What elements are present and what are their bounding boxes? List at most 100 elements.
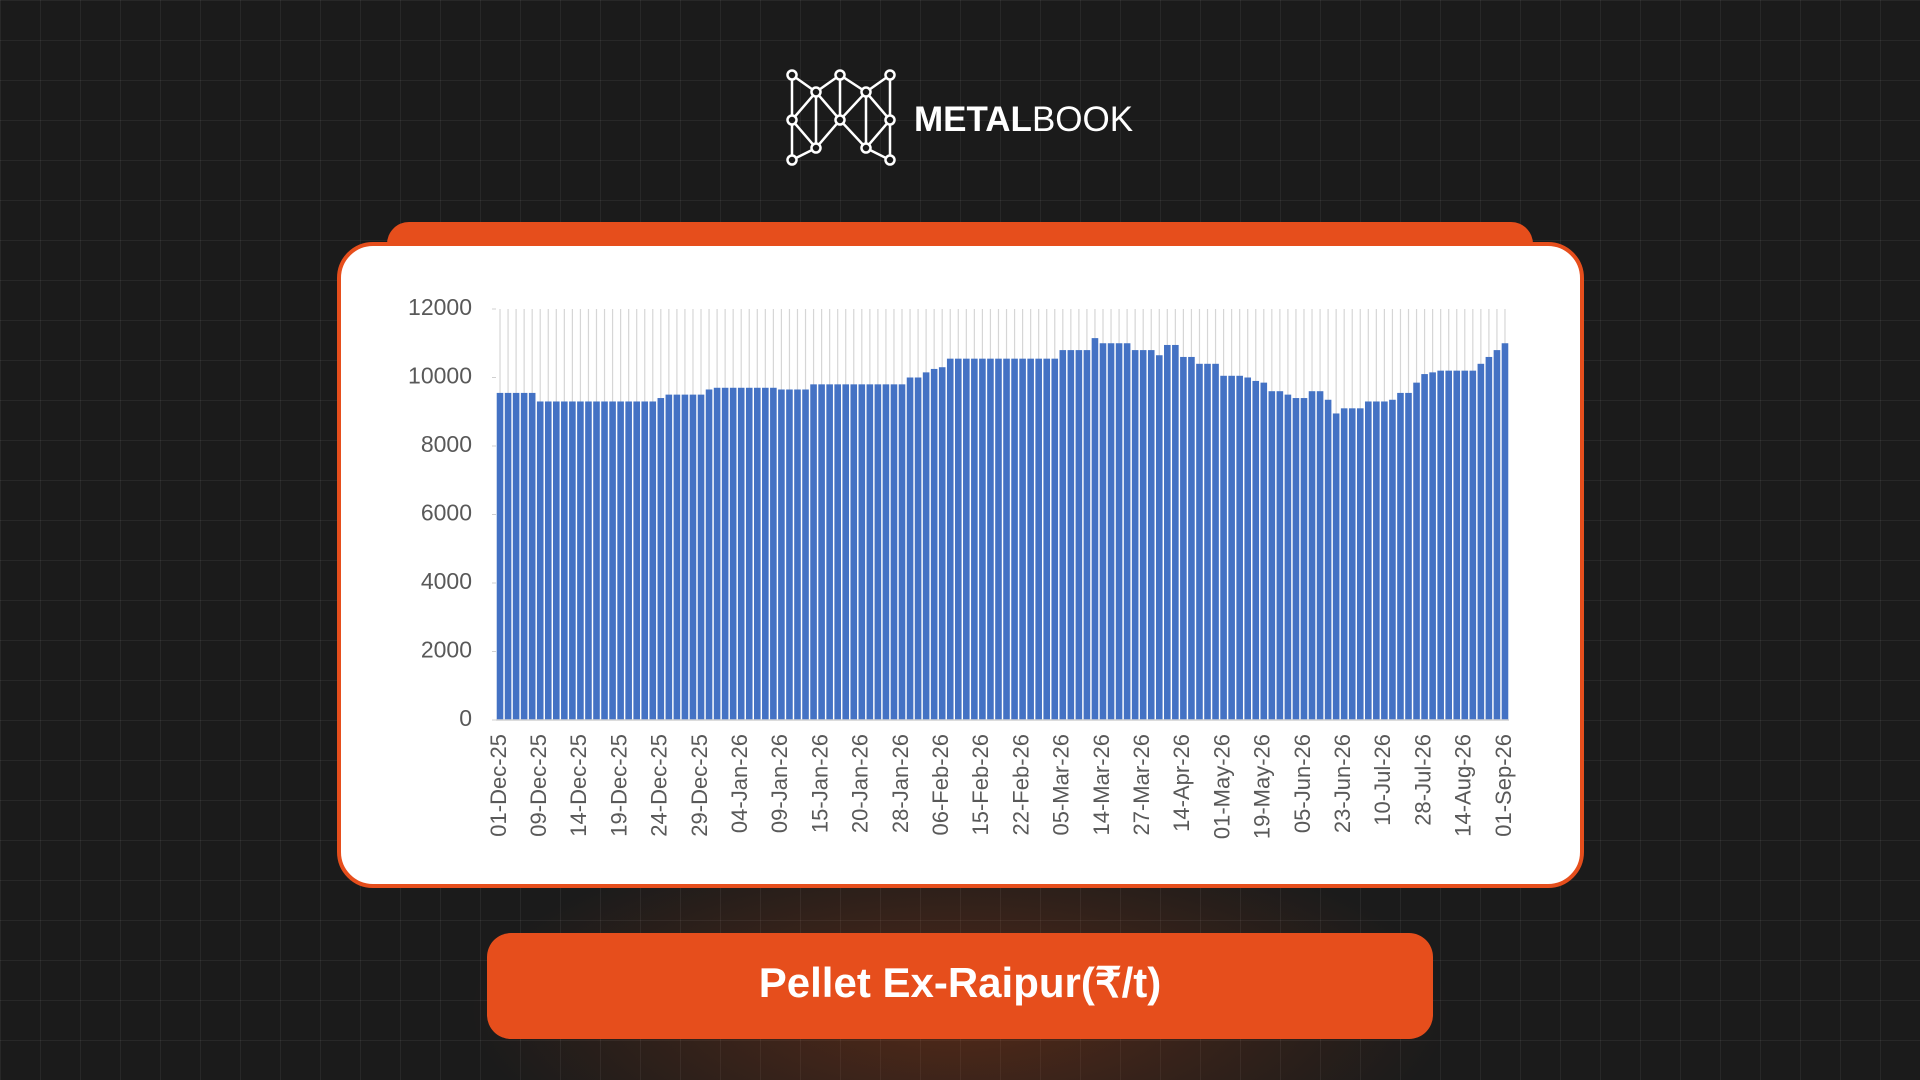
bar — [721, 387, 729, 720]
y-tick-label: 12000 — [408, 294, 472, 320]
bar — [1131, 350, 1139, 720]
bar — [1292, 398, 1300, 720]
bar — [745, 387, 753, 720]
bar — [1019, 358, 1026, 720]
bar — [641, 401, 649, 720]
bar — [1397, 392, 1404, 720]
bar — [544, 401, 552, 720]
bar — [946, 358, 954, 720]
bar — [770, 387, 777, 720]
y-tick-label: 8000 — [421, 431, 472, 457]
bar — [979, 358, 986, 720]
bar — [786, 389, 793, 720]
bar — [713, 387, 721, 720]
bar — [1196, 363, 1203, 720]
bar — [1188, 356, 1195, 720]
bar — [697, 394, 705, 720]
bar — [1381, 401, 1388, 720]
bar — [1373, 401, 1380, 720]
bar — [1453, 370, 1461, 720]
bar — [625, 401, 632, 720]
bar — [1276, 391, 1284, 720]
bar — [963, 358, 970, 720]
bar — [1139, 350, 1147, 720]
bar — [1075, 350, 1083, 720]
bar — [842, 384, 850, 720]
bar — [1389, 399, 1396, 720]
bar — [737, 387, 745, 720]
bar — [705, 389, 713, 720]
bar — [1172, 344, 1179, 720]
bar — [673, 394, 681, 720]
bar — [1429, 372, 1436, 720]
bar — [649, 401, 657, 720]
bar — [1316, 391, 1324, 720]
bar — [922, 372, 930, 720]
bar — [1356, 408, 1364, 720]
bar — [1493, 350, 1501, 720]
bar — [520, 392, 528, 720]
bar — [1437, 370, 1444, 720]
bar — [665, 394, 673, 720]
y-tick-label: 0 — [459, 705, 472, 731]
bar — [1099, 343, 1107, 720]
bar — [1164, 344, 1171, 720]
x-tick-label: 22-Feb-26 — [1008, 734, 1033, 836]
bar — [1027, 358, 1034, 720]
bar — [818, 384, 825, 720]
bar — [850, 384, 858, 720]
x-tick-label: 05-Jun-26 — [1290, 734, 1315, 833]
y-tick-label: 2000 — [421, 637, 472, 663]
bar — [898, 384, 906, 720]
bar — [577, 401, 584, 720]
bar — [906, 377, 914, 720]
x-tick-label: 09-Jan-26 — [767, 734, 792, 833]
bar — [794, 389, 801, 720]
bar — [1011, 358, 1018, 720]
bar — [1059, 350, 1067, 720]
bar — [729, 387, 737, 720]
bar — [778, 389, 785, 720]
bar — [1332, 413, 1340, 720]
x-tick-label: 04-Jan-26 — [727, 734, 752, 833]
bar — [987, 358, 994, 720]
bar — [1421, 374, 1428, 720]
bar — [1348, 408, 1356, 720]
bar — [1051, 358, 1059, 720]
bar — [1252, 380, 1260, 720]
bar — [753, 387, 761, 720]
bar — [1244, 377, 1252, 720]
bar — [1405, 392, 1412, 720]
bar — [1268, 391, 1276, 720]
bar — [1035, 358, 1042, 720]
bar — [536, 401, 544, 720]
bar — [585, 401, 592, 720]
x-tick-label: 29-Dec-25 — [687, 734, 712, 837]
bar — [633, 401, 640, 720]
y-tick-label: 4000 — [421, 568, 472, 594]
x-tick-label: 15-Feb-26 — [968, 734, 993, 836]
bar — [995, 358, 1002, 720]
brand-name: METALBOOK — [914, 100, 1133, 139]
bar — [1220, 375, 1227, 720]
bar — [882, 384, 890, 720]
bar — [954, 358, 962, 720]
bar — [1228, 375, 1235, 720]
x-tick-label: 20-Jan-26 — [848, 734, 873, 833]
bar — [1308, 391, 1316, 720]
bar — [890, 384, 898, 720]
bar — [1477, 363, 1485, 720]
bar — [657, 398, 665, 720]
x-tick-label: 19-May-26 — [1250, 734, 1275, 839]
bar — [1340, 408, 1348, 720]
bar — [858, 384, 866, 720]
x-tick-label: 23-Jun-26 — [1330, 734, 1355, 833]
x-tick-label: 28-Jul-26 — [1410, 734, 1435, 826]
bar — [1107, 343, 1115, 720]
bar — [1083, 350, 1091, 720]
x-tick-label: 06-Feb-26 — [928, 734, 953, 836]
logo-icon — [786, 69, 896, 166]
x-tick-label: 27-Mar-26 — [1129, 734, 1154, 835]
